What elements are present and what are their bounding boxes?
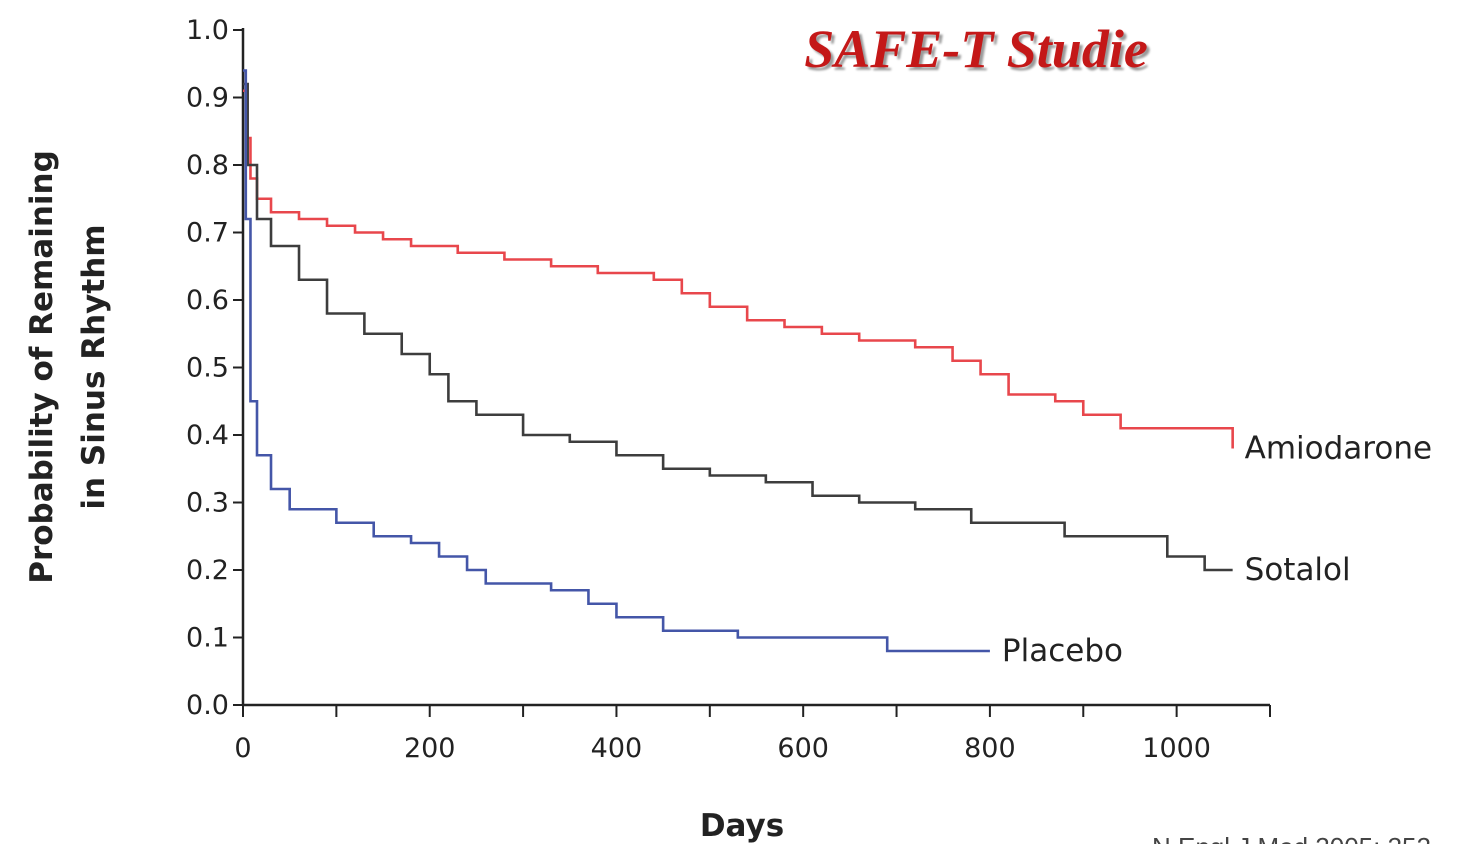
y-tick-label: 0.9 [186,83,229,114]
series-label-placebo: Placebo [1002,633,1123,669]
x-tick-label: 600 [777,733,829,764]
y-axis-title-line-2: in Sinus Rhythm [76,224,112,509]
chart-title: SAFE-T Studie [804,19,1148,79]
series-label-sotalol: Sotalol [1245,552,1351,588]
y-tick-label: 0.4 [186,420,229,451]
series-line-sotalol [243,82,1233,572]
source-citation: N Engl J Med 2005; 352 [1152,832,1431,844]
x-tick-label: 800 [964,733,1016,764]
x-tick-label: 0 [234,733,251,764]
series-line-placebo [243,69,990,653]
series-layer: Amiodarone Sotalol Placebo [243,69,1432,669]
x-tick-label: 400 [591,733,643,764]
y-tick-label: 0.5 [186,353,229,384]
y-tick-label: 0.6 [186,285,229,316]
y-tick-label: 0.8 [186,150,229,181]
series-label-amiodarone: Amiodarone [1245,431,1432,467]
axes: 0.0 0.1 0.2 0.3 0.4 0.5 0.6 0.7 0.8 0.9 1.0 0 200 400… [186,15,1271,764]
y-tick-label: 0.1 [186,623,229,654]
x-tick-label: 1000 [1142,733,1211,764]
series-line-amiodarone [243,89,1234,449]
y-tick-label: 1.0 [186,15,229,46]
y-tick-label: 0.2 [186,555,229,586]
y-axis-title-line-1: Probability of Remaining [24,150,60,584]
x-axis-title: Days [700,808,784,844]
x-tick-label: 200 [404,733,456,764]
y-tick-label: 0.3 [186,488,229,519]
y-tick-label: 0.7 [186,218,229,249]
y-tick-label: 0.0 [186,690,229,721]
